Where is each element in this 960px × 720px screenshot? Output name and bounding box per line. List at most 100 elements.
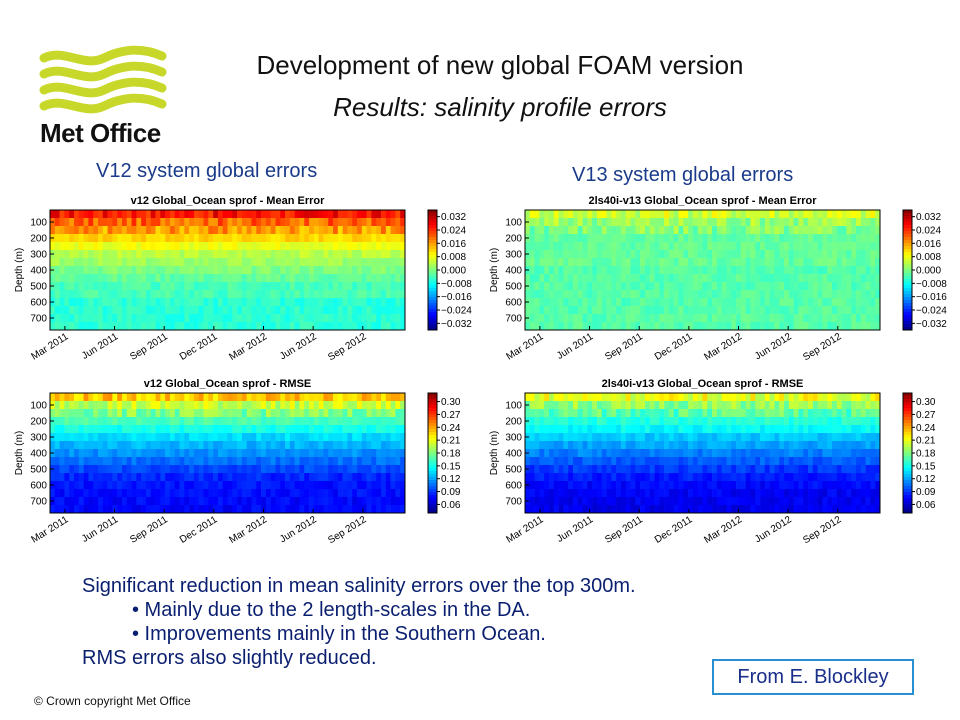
heatmap-cell <box>136 473 142 482</box>
heatmap-cell <box>318 489 324 498</box>
heatmap-cell <box>596 282 603 291</box>
heatmap-cell <box>309 457 315 466</box>
heatmap-cell <box>688 489 694 498</box>
heatmap-cell <box>731 218 737 227</box>
heatmap-cell <box>376 417 382 426</box>
heatmap-cell <box>328 250 334 259</box>
heatmap-cell <box>227 226 233 235</box>
heatmap-cell <box>117 242 123 251</box>
heatmap-cell <box>371 417 377 426</box>
heatmap-cell <box>745 322 751 331</box>
heatmap-cell <box>568 409 574 418</box>
heatmap-cell <box>721 250 727 259</box>
heatmap-cell <box>285 425 291 434</box>
heatmap-cell <box>313 433 319 442</box>
heatmap-cell <box>630 250 636 259</box>
heatmap-cell <box>280 266 286 275</box>
heatmap-cell <box>251 417 257 426</box>
heatmap-cell <box>117 449 123 458</box>
heatmap-cell <box>145 322 152 331</box>
colorbar-segment <box>903 441 912 445</box>
heatmap-cell <box>697 282 703 291</box>
heatmap-cell <box>88 210 94 219</box>
heatmap-cell <box>860 226 866 235</box>
heatmap-cell <box>760 497 766 506</box>
heatmap-cell <box>793 266 799 275</box>
heatmap-cell <box>851 306 857 315</box>
heatmap-cell <box>572 433 579 442</box>
heatmap-cell <box>227 497 233 506</box>
heatmap-cell <box>217 250 224 259</box>
heatmap-cell <box>69 298 75 307</box>
heatmap-cell <box>846 393 852 402</box>
heatmap-cell <box>630 457 636 466</box>
heatmap-cell <box>525 441 531 450</box>
heatmap-cell <box>558 433 564 442</box>
heatmap-cell <box>860 242 866 251</box>
heatmap-cell <box>222 218 228 227</box>
heatmap-cell <box>664 234 670 243</box>
heatmap-cell <box>563 465 569 474</box>
heatmap-cell <box>136 425 142 434</box>
heatmap-cell <box>112 250 118 259</box>
heatmap-cell <box>640 441 646 450</box>
heatmap-cell <box>174 250 180 259</box>
heatmap-cell <box>385 473 391 482</box>
heatmap-cell <box>294 218 300 227</box>
heatmap-cell <box>568 266 574 275</box>
heatmap-cell <box>553 290 559 299</box>
heatmap-cell <box>769 465 775 474</box>
heatmap-cell <box>347 282 353 291</box>
y-tick-label: 500 <box>505 282 522 293</box>
heatmap-cell <box>126 234 132 243</box>
heatmap-cell <box>841 497 847 506</box>
heatmap-cell <box>64 258 70 267</box>
heatmap-cell <box>630 242 636 251</box>
heatmap-cell <box>93 258 99 267</box>
heatmap-cell <box>385 226 391 235</box>
colorbar-tick-label: 0.24 <box>441 423 461 434</box>
heatmap-cell <box>376 282 382 291</box>
heatmap-cell <box>616 457 622 466</box>
heatmap-cell <box>683 266 689 275</box>
heatmap-cell <box>769 425 775 434</box>
heatmap-cell <box>318 417 324 426</box>
heatmap-cell <box>860 393 866 402</box>
heatmap-cell <box>93 441 99 450</box>
heatmap-cell <box>707 210 713 219</box>
heatmap-cell <box>875 290 881 299</box>
heatmap-cell <box>285 218 291 227</box>
heatmap-cell <box>841 473 847 482</box>
heatmap-cell <box>126 433 132 442</box>
heatmap-cell <box>822 282 828 291</box>
heatmap-cell <box>83 250 89 259</box>
heatmap-cell <box>352 441 358 450</box>
heatmap-cell <box>827 457 833 466</box>
heatmap-cell <box>702 473 708 482</box>
y-tick-label: 700 <box>30 314 47 325</box>
colorbar-segment <box>428 486 437 490</box>
heatmap-cell <box>155 465 161 474</box>
heatmap-cell <box>227 282 233 291</box>
heatmap-cell <box>184 290 190 299</box>
heatmap-cell <box>88 226 94 235</box>
heatmap-cell <box>184 417 190 426</box>
heatmap-cell <box>760 473 766 482</box>
colorbar-segment <box>428 231 437 235</box>
heatmap-cell <box>169 401 176 410</box>
heatmap-cell <box>289 274 295 283</box>
heatmap-cell <box>817 218 823 227</box>
heatmap-cell <box>54 465 60 474</box>
heatmap-cell <box>165 481 171 490</box>
heatmap-cell <box>798 298 804 307</box>
heatmap-cell <box>145 210 152 219</box>
heatmap-cell <box>755 401 761 410</box>
heatmap-cell <box>860 489 866 498</box>
heatmap-cell <box>812 393 818 402</box>
colorbar-segment <box>428 276 437 280</box>
heatmap-cell <box>587 298 593 307</box>
heatmap-cell <box>289 282 295 291</box>
heatmap-cell <box>189 433 195 442</box>
heatmap-cell <box>265 497 271 506</box>
heatmap-cell <box>160 290 166 299</box>
